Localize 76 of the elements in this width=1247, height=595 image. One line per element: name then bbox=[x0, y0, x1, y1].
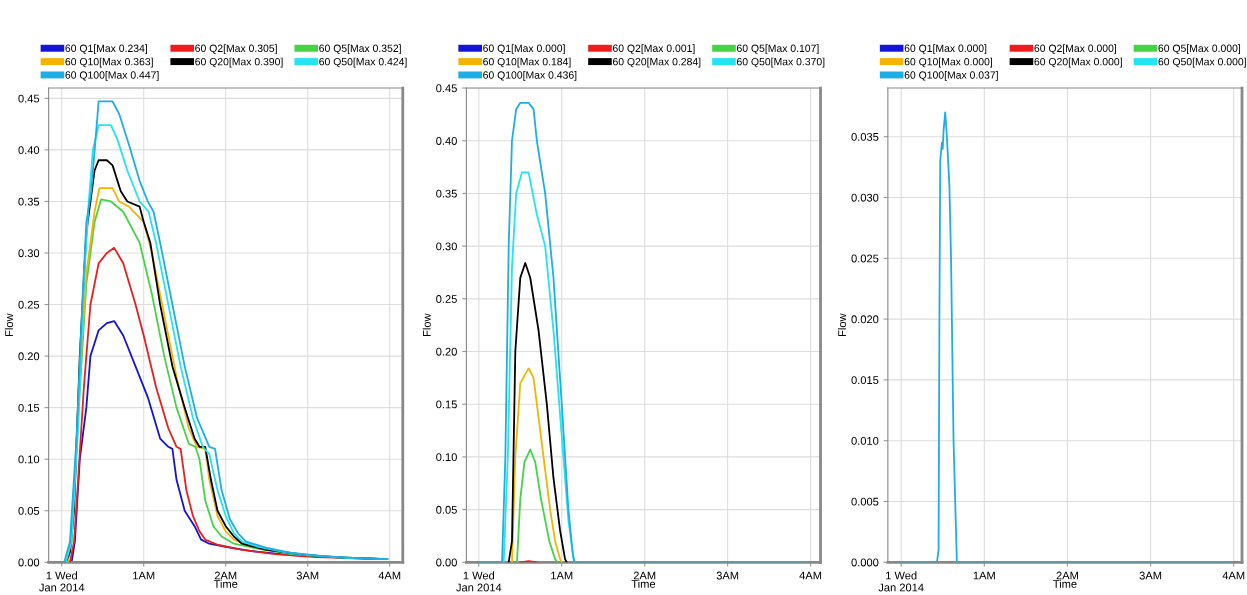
legend-label: 60 Q10[Max 0.000] bbox=[904, 57, 993, 68]
y-tick-label: 0.00 bbox=[436, 558, 457, 567]
y-tick-label: 0.35 bbox=[18, 197, 40, 206]
y-tick-label: 0.45 bbox=[436, 84, 457, 93]
y-tick-label: 0.005 bbox=[851, 497, 879, 506]
x-tick-label: 4AM bbox=[799, 571, 822, 580]
legend-label: 60 Q1[Max 0.000] bbox=[483, 44, 565, 55]
legend-label: 60 Q10[Max 0.184] bbox=[483, 57, 571, 68]
y-tick-label: 0.25 bbox=[436, 295, 457, 303]
legend-label: 60 Q2[Max 0.001] bbox=[613, 44, 695, 55]
x-tick-label: 1AM bbox=[973, 571, 995, 580]
y-tick-label: 0.00 bbox=[18, 558, 40, 567]
x-axis-title: Time bbox=[1053, 579, 1077, 588]
y-tick-label: 0.05 bbox=[18, 507, 40, 515]
x-tick-label: 1AM bbox=[551, 571, 573, 580]
legend-label: 60 Q1[Max 0.000] bbox=[904, 44, 987, 55]
y-tick-label: 0.035 bbox=[851, 132, 879, 141]
legend-label: 60 Q20[Max 0.284] bbox=[613, 57, 701, 68]
legend-label: 60 Q5[Max 0.352] bbox=[319, 44, 401, 55]
legend-label: 60 Q5[Max 0.000] bbox=[1158, 44, 1241, 55]
x-tick-label: 4AM bbox=[378, 571, 401, 580]
line-series bbox=[900, 111, 1231, 563]
legend-label: 60 Q2[Max 0.000] bbox=[1034, 44, 1117, 55]
y-tick-label: 0.000 bbox=[851, 558, 879, 567]
legend-label: 60 Q100[Max 0.037] bbox=[904, 71, 998, 81]
line-series bbox=[507, 262, 568, 563]
y-tick-label: 0.40 bbox=[436, 137, 457, 145]
legend-label: 60 Q50[Max 0.370] bbox=[737, 57, 825, 68]
line-series bbox=[477, 101, 808, 563]
x-tick-label: 1 Wed Jan 2014 bbox=[878, 571, 924, 592]
line-series bbox=[502, 171, 576, 563]
line-series bbox=[511, 367, 563, 563]
legend-label: 60 Q5[Max 0.107] bbox=[737, 44, 819, 55]
y-axis-title: Flow bbox=[422, 313, 431, 336]
legend-label: 60 Q1[Max 0.234] bbox=[65, 44, 147, 55]
y-tick-label: 0.025 bbox=[851, 254, 879, 263]
y-axis-title: Flow bbox=[837, 313, 847, 336]
x-tick-label: 4AM bbox=[1222, 571, 1245, 580]
x-tick-label: 1AM bbox=[133, 571, 155, 580]
legend-label: 60 Q100[Max 0.436] bbox=[483, 71, 577, 81]
y-tick-label: 0.30 bbox=[18, 249, 40, 258]
x-tick-label: 3AM bbox=[1139, 571, 1162, 580]
x-tick-label: 2AM bbox=[214, 571, 237, 580]
y-tick-label: 0.020 bbox=[851, 315, 879, 324]
x-tick-label: 3AM bbox=[716, 571, 739, 580]
y-tick-label: 0.20 bbox=[436, 347, 457, 356]
x-axis-title: Time bbox=[213, 579, 238, 588]
y-tick-label: 0.25 bbox=[18, 300, 40, 309]
y-tick-label: 0.45 bbox=[18, 94, 40, 103]
line-series bbox=[516, 448, 559, 563]
y-tick-label: 0.030 bbox=[851, 193, 879, 202]
legend-label: 60 Q100[Max 0.447] bbox=[65, 71, 159, 81]
x-tick-label: 3AM bbox=[296, 571, 319, 580]
y-tick-label: 0.15 bbox=[436, 400, 457, 409]
y-tick-label: 0.40 bbox=[18, 146, 40, 155]
y-tick-label: 0.20 bbox=[18, 352, 40, 361]
x-axis-title: Time bbox=[631, 579, 656, 588]
y-tick-label: 0.10 bbox=[18, 455, 40, 464]
y-axis-title: Flow bbox=[4, 313, 14, 336]
y-tick-label: 0.15 bbox=[18, 403, 40, 412]
legend-label: 60 Q50[Max 0.000] bbox=[1158, 57, 1246, 68]
y-tick-label: 0.35 bbox=[436, 189, 457, 198]
legend-label: 60 Q50[Max 0.424] bbox=[319, 57, 407, 68]
legend-label: 60 Q2[Max 0.305] bbox=[195, 44, 277, 55]
legend-label: 60 Q20[Max 0.000] bbox=[1034, 57, 1122, 68]
legend-label: 60 Q20[Max 0.390] bbox=[195, 57, 283, 68]
x-tick-label: 1 Wed Jan 2014 bbox=[39, 571, 85, 592]
legend-label: 60 Q10[Max 0.363] bbox=[65, 57, 153, 68]
y-tick-label: 0.30 bbox=[436, 242, 457, 251]
y-tick-label: 0.015 bbox=[851, 376, 879, 385]
y-tick-label: 0.05 bbox=[436, 505, 457, 514]
y-tick-label: 0.10 bbox=[436, 453, 457, 462]
x-tick-label: 2AM bbox=[633, 571, 656, 580]
y-tick-label: 0.010 bbox=[851, 436, 879, 445]
x-tick-label: 1 Wed Jan 2014 bbox=[456, 571, 502, 592]
x-tick-label: 2AM bbox=[1056, 571, 1078, 580]
